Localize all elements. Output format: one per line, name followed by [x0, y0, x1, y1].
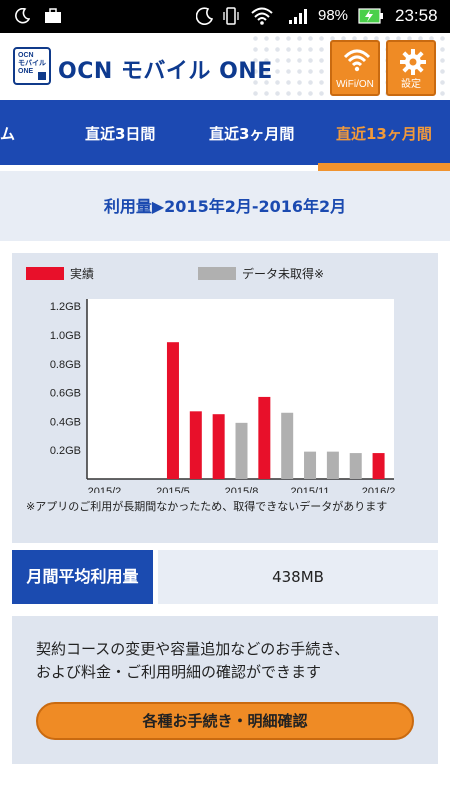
legend-no-data: データ未取得※ [198, 265, 324, 281]
x-tick-label: 2016/2 [362, 486, 396, 493]
signal-icon [287, 6, 313, 26]
wifi-icon [343, 49, 371, 72]
settings-button[interactable]: 設定 [386, 40, 436, 96]
usage-bar [304, 451, 317, 479]
x-tick-label: 2015/11 [291, 486, 330, 493]
wifi-on-label: WiFi/ON [336, 79, 374, 90]
contract-info-line-2: および料金・ご利用明細の確認ができます [36, 663, 322, 681]
x-tick-label: 2015/2 [88, 486, 122, 493]
legend-actual-swatch [26, 266, 64, 280]
usage-bar [349, 453, 362, 479]
briefcase-icon [42, 6, 64, 26]
x-tick-label: 2015/8 [225, 486, 259, 493]
tab-last-3-days[interactable]: 直近3日間 [85, 125, 156, 143]
y-tick-label: 0.6GB [50, 388, 81, 400]
app-logo: OCN モバイル ONE [13, 47, 51, 85]
legend-no-data-swatch [198, 266, 236, 280]
contract-info-text: 契約コースの変更や容量追加などのお手続き、 および料金・ご利用明細の確認ができま… [36, 638, 426, 684]
battery-charging-icon [358, 6, 384, 26]
battery-percent: 98% [318, 7, 349, 24]
tab-last-3-months[interactable]: 直近3ヶ月間 [209, 125, 295, 143]
usage-bar [189, 411, 202, 479]
y-tick-label: 0.4GB [50, 416, 81, 428]
settings-label: 設定 [401, 79, 421, 90]
y-tick-label: 0.2GB [50, 445, 81, 457]
tab-previous[interactable]: ム [0, 125, 16, 143]
monthly-average-value: 438MB [158, 550, 438, 604]
procedures-button[interactable]: 各種お手続き・明細確認 [36, 702, 414, 740]
moon-icon [12, 6, 32, 26]
usage-bar [372, 453, 385, 479]
legend-actual: 実績 [26, 265, 94, 281]
clock: 23:58 [395, 6, 438, 25]
usage-chart-panel: 0.2GB 0.4GB 0.6GB 0.8GB 1.0GB 1.2GB 2015/2 2015… [12, 253, 438, 543]
usage-bar [258, 396, 271, 479]
period-tabs: ム 直近3日間 直近3ヶ月間 直近13ヶ月間 [0, 100, 450, 165]
wifi-on-button[interactable]: WiFi/ON [330, 40, 380, 96]
y-tick-label: 1.0GB [50, 330, 81, 342]
contract-info-line-1: 契約コースの変更や容量追加などのお手続き、 [36, 640, 350, 658]
x-tick-label: 2015/5 [156, 486, 190, 493]
legend-no-data-label: データ未取得※ [242, 266, 325, 281]
missing-data-note: ※アプリのご利用が長期間なかったため、取得できないデータがあります [26, 500, 388, 513]
status-bar: 98% 23:58 [0, 0, 450, 33]
monthly-average-label: 月間平均利用量 [12, 550, 153, 604]
wifi-icon [250, 6, 274, 26]
y-tick-label: 0.8GB [50, 359, 81, 371]
legend-actual-label: 実績 [70, 266, 95, 281]
active-tab-indicator [318, 163, 450, 171]
usage-bar [166, 342, 179, 479]
usage-bar [212, 414, 225, 479]
usage-bar-chart: 0.2GB 0.4GB 0.6GB 0.8GB 1.0GB 1.2GB 2015/2 2015… [50, 299, 396, 493]
tab-last-13-months[interactable]: 直近13ヶ月間 [336, 125, 432, 143]
app-title: OCN モバイル ONE [58, 59, 273, 84]
usage-bar [326, 451, 339, 479]
do-not-disturb-icon [194, 6, 216, 26]
usage-bar [235, 422, 248, 479]
period-title: 利用量▶2015年2月-2016年2月 [0, 171, 450, 241]
y-tick-label: 1.2GB [50, 301, 81, 313]
app-header: OCN モバイル ONE OCN モバイル ONE WiFi/ON [0, 33, 450, 100]
usage-bar [281, 412, 294, 479]
contract-info-panel: 契約コースの変更や容量追加などのお手続き、 および料金・ご利用明細の確認ができま… [12, 616, 438, 764]
vibrate-icon [222, 6, 240, 26]
gear-icon [400, 49, 426, 75]
